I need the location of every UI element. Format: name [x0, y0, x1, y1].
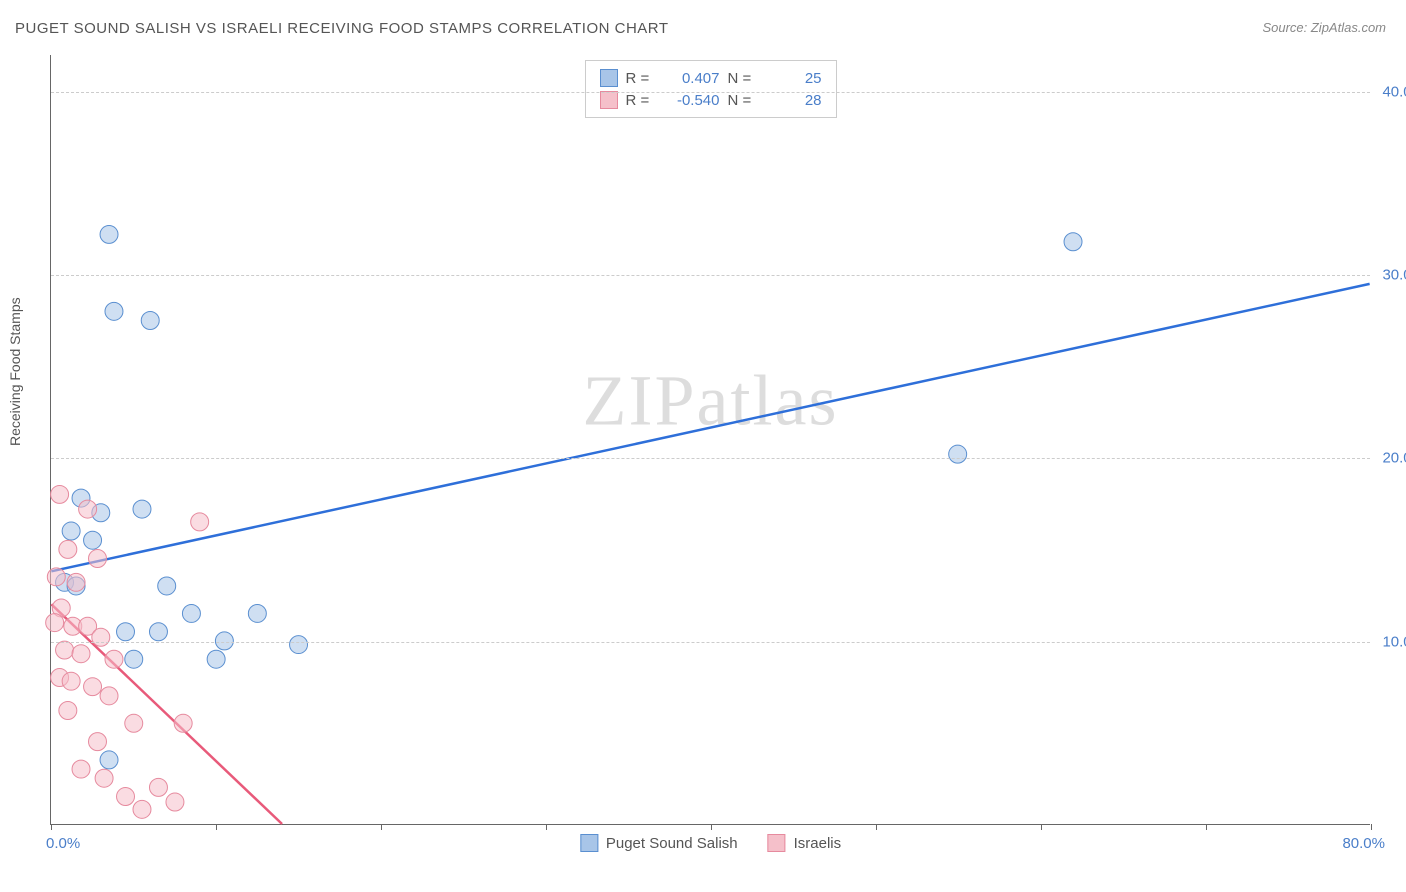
data-point	[100, 225, 118, 243]
y-tick-label: 20.0%	[1382, 450, 1406, 467]
x-tick	[711, 824, 712, 830]
x-tick	[546, 824, 547, 830]
data-point	[47, 568, 65, 586]
y-axis-label: Receiving Food Stamps	[7, 297, 23, 446]
data-point	[1064, 233, 1082, 251]
x-tick	[381, 824, 382, 830]
chart-container: PUGET SOUND SALISH VS ISRAELI RECEIVING …	[0, 0, 1406, 892]
data-point	[290, 636, 308, 654]
gridline-h	[51, 458, 1370, 459]
data-point	[133, 800, 151, 818]
legend-item-series1: Puget Sound Salish	[580, 834, 738, 852]
x-tick	[1041, 824, 1042, 830]
x-axis-min-label: 0.0%	[46, 835, 80, 852]
chart-title: PUGET SOUND SALISH VS ISRAELI RECEIVING …	[15, 20, 669, 37]
scatter-svg	[51, 55, 1370, 824]
y-tick-label: 10.0%	[1382, 633, 1406, 650]
data-point	[100, 751, 118, 769]
data-point	[56, 641, 74, 659]
legend-swatch-series2	[768, 834, 786, 852]
legend-item-series2: Israelis	[768, 834, 842, 852]
gridline-h	[51, 642, 1370, 643]
data-point	[100, 687, 118, 705]
data-point	[117, 788, 135, 806]
data-point	[59, 540, 77, 558]
plot-area: ZIPatlas 0.0% 80.0% R = 0.407 N = 25 R =…	[50, 55, 1370, 825]
data-point	[182, 604, 200, 622]
data-point	[62, 522, 80, 540]
data-point	[207, 650, 225, 668]
data-point	[191, 513, 209, 531]
gridline-h	[51, 275, 1370, 276]
data-point	[89, 733, 107, 751]
data-point	[141, 311, 159, 329]
data-point	[105, 650, 123, 668]
data-point	[89, 550, 107, 568]
data-point	[125, 650, 143, 668]
data-point	[117, 623, 135, 641]
data-point	[166, 793, 184, 811]
data-point	[174, 714, 192, 732]
data-point	[46, 614, 64, 632]
data-point	[51, 485, 69, 503]
y-tick-label: 40.0%	[1382, 83, 1406, 100]
x-tick	[1371, 824, 1372, 830]
data-point	[149, 623, 167, 641]
data-point	[84, 531, 102, 549]
series-legend: Puget Sound Salish Israelis	[580, 834, 841, 852]
regression-line	[51, 284, 1369, 571]
data-point	[95, 769, 113, 787]
legend-swatch-series1	[580, 834, 598, 852]
x-tick	[1206, 824, 1207, 830]
data-point	[59, 701, 77, 719]
data-point	[158, 577, 176, 595]
data-point	[105, 302, 123, 320]
data-point	[79, 500, 97, 518]
data-point	[72, 645, 90, 663]
data-point	[84, 678, 102, 696]
data-point	[92, 628, 110, 646]
source-attribution: Source: ZipAtlas.com	[1262, 20, 1386, 35]
data-point	[949, 445, 967, 463]
data-point	[67, 573, 85, 591]
x-axis-max-label: 80.0%	[1342, 835, 1385, 852]
x-tick	[216, 824, 217, 830]
data-point	[72, 760, 90, 778]
data-point	[149, 778, 167, 796]
data-point	[125, 714, 143, 732]
gridline-h	[51, 92, 1370, 93]
legend-label-series2: Israelis	[794, 835, 842, 852]
legend-label-series1: Puget Sound Salish	[606, 835, 738, 852]
data-point	[248, 604, 266, 622]
y-tick-label: 30.0%	[1382, 267, 1406, 284]
x-tick	[51, 824, 52, 830]
x-tick	[876, 824, 877, 830]
data-point	[133, 500, 151, 518]
data-point	[62, 672, 80, 690]
